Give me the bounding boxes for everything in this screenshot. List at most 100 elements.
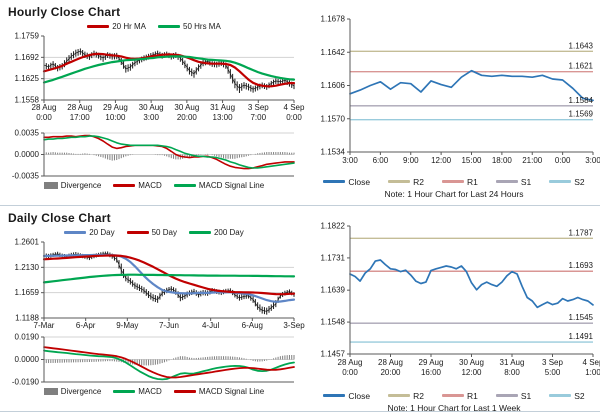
hourly-close-panel: Hourly Close Chart 20 Hr MA 50 Hrs MA 1.1… (0, 0, 305, 205)
legend-item-divergence: Divergence (43, 387, 102, 396)
daily-macd-legend: Divergence MACD MACD Signal Line (8, 386, 300, 397)
x-tick-label: 8:00 (504, 368, 520, 377)
legend-line-swatch (87, 25, 110, 28)
legend-label: 50 Hrs MA (183, 22, 221, 31)
daily-chart-title: Daily Close Chart (8, 211, 111, 225)
legend-item-macd: MACD (113, 181, 162, 190)
y-tick-label: 1.1558 (15, 96, 40, 105)
series-line-200-day (42, 273, 296, 284)
legend-label: S1 (520, 390, 532, 401)
y-tick-label: 0.0000 (15, 355, 40, 364)
hourly-ma-legend: 20 Hr MA 50 Hrs MA (8, 21, 300, 32)
level-label-r1: 1.1621 (569, 62, 594, 71)
series-line-50-hrs-ma (42, 55, 296, 84)
y-tick-label: 1.1606 (321, 81, 346, 90)
legend-label: 50 Day (151, 228, 177, 237)
y-tick-label: 1.1759 (15, 32, 40, 41)
x-tick-label: 20:00 (177, 113, 198, 122)
level-label-s2: 1.1569 (569, 110, 594, 119)
x-tick-label: 10:00 (105, 113, 126, 122)
legend-line-swatch (549, 180, 572, 183)
y-tick-label: 1.1548 (321, 318, 346, 327)
legend-line-swatch (188, 231, 211, 234)
legend-line-swatch (549, 394, 572, 397)
legend-label: Divergence (60, 387, 102, 396)
legend-line-swatch (323, 180, 346, 183)
close-line (43, 253, 295, 312)
legend-item-s2: S2 (549, 390, 585, 401)
legend-label: Close (348, 390, 371, 401)
x-tick-label: 9:00 (403, 156, 419, 165)
legend-line-swatch (441, 394, 464, 397)
y-tick-label: 1.1570 (321, 114, 346, 123)
daily-ma-legend: 20 Day 50 Day 200 Day (8, 227, 300, 238)
y-tick-label: 0.0000 (15, 150, 40, 159)
legend-item-divergence: Divergence (43, 181, 101, 190)
x-tick-label: 1:00 (585, 368, 600, 377)
legend-item-50-day: 50 Day (126, 228, 177, 237)
x-tick-label: 7:00 (250, 113, 266, 122)
legend-item-r2: R2 (388, 177, 424, 187)
x-tick-label: 17:00 (70, 113, 91, 122)
legend-item-macd-signal-line: MACD Signal Line (173, 387, 265, 396)
daily-row: Daily Close Chart 20 Day 50 Day 200 Day 1.… (0, 206, 600, 413)
x-tick-label: 12:00 (431, 156, 452, 165)
legend-label: 20 Day (89, 228, 115, 237)
legend-label: R2 (413, 176, 424, 187)
daily-close-panel: Daily Close Chart 20 Day 50 Day 200 Day 1.… (0, 206, 305, 411)
x-tick-label: 7-Mar (34, 321, 55, 330)
series-line-20-hr-ma (42, 52, 296, 88)
legend-line-swatch (495, 394, 518, 397)
x-tick-label: 0:00 (555, 156, 571, 165)
x-tick-label: 7-Jun (159, 321, 179, 330)
x-tick-label: 28 Aug (378, 358, 403, 367)
x-tick-label: 5:00 (545, 368, 561, 377)
daily-macd-chart: 0.0190 0.0000 -0.0190 (12, 333, 295, 387)
hourly-pivot-note: Note: 1 Hour Chart for Last 24 Hours (384, 189, 524, 199)
series-line-macd (43, 134, 295, 170)
x-tick-label: 0:00 (286, 113, 302, 122)
y-tick-label: -0.0035 (12, 172, 40, 181)
level-label-r2: 1.1643 (569, 41, 594, 50)
y-tick-label: 1.1639 (321, 286, 346, 295)
level-label-s1: 1.1584 (569, 96, 594, 105)
y-tick-label: 1.1625 (15, 74, 40, 83)
y-tick-label: 1.1731 (321, 253, 346, 262)
x-tick-label: 31 Aug (500, 358, 525, 367)
x-tick-label: 0:00 (36, 113, 52, 122)
x-tick-label: 30 Aug (139, 103, 164, 112)
x-tick-label: 4-Jul (202, 321, 220, 330)
x-tick-label: 3 Sep (248, 103, 269, 112)
legend-line-swatch (64, 231, 87, 234)
x-tick-label: 3:00 (342, 156, 358, 165)
weekly-pivot-panel: 1.1822 1.1731 1.1639 1.1548 1.1457 28 Aug 0:00… (300, 206, 600, 413)
hourly-macd-chart: 0.0035 0.0000 -0.0035 (12, 129, 295, 181)
x-tick-label: 30 Aug (174, 103, 199, 112)
legend-line-swatch (113, 184, 136, 187)
x-tick-label: 15:00 (461, 156, 482, 165)
y-tick-label: 1.1692 (15, 53, 40, 62)
legend-label: S2 (574, 390, 585, 401)
legend-item-20-day: 20 Day (64, 228, 115, 237)
x-tick-label: 13:00 (213, 113, 234, 122)
y-tick-label: 1.1457 (321, 350, 346, 359)
hourly-row: Hourly Close Chart 20 Hr MA 50 Hrs MA 1.1… (0, 0, 600, 206)
y-tick-label: 1.1822 (321, 222, 346, 231)
legend-line-swatch (113, 390, 136, 393)
legend-label: S1 (520, 176, 532, 187)
x-tick-label: 28 Aug (67, 103, 92, 112)
x-tick-label: 6-Aug (242, 321, 263, 330)
y-tick-label: 1.1534 (321, 148, 346, 157)
legend-item-macd: MACD (113, 387, 162, 396)
series-line-close (349, 69, 594, 102)
x-tick-label: 21:00 (522, 156, 543, 165)
legend-line-swatch (126, 231, 149, 234)
x-tick-label: 31 Aug (210, 103, 235, 112)
legend-item-close: Close (323, 391, 370, 401)
legend-label: MACD Signal Line (198, 387, 265, 396)
legend-label: R1 (466, 390, 478, 401)
legend-label: MACD (138, 387, 162, 396)
series-line-20-day (42, 253, 296, 303)
